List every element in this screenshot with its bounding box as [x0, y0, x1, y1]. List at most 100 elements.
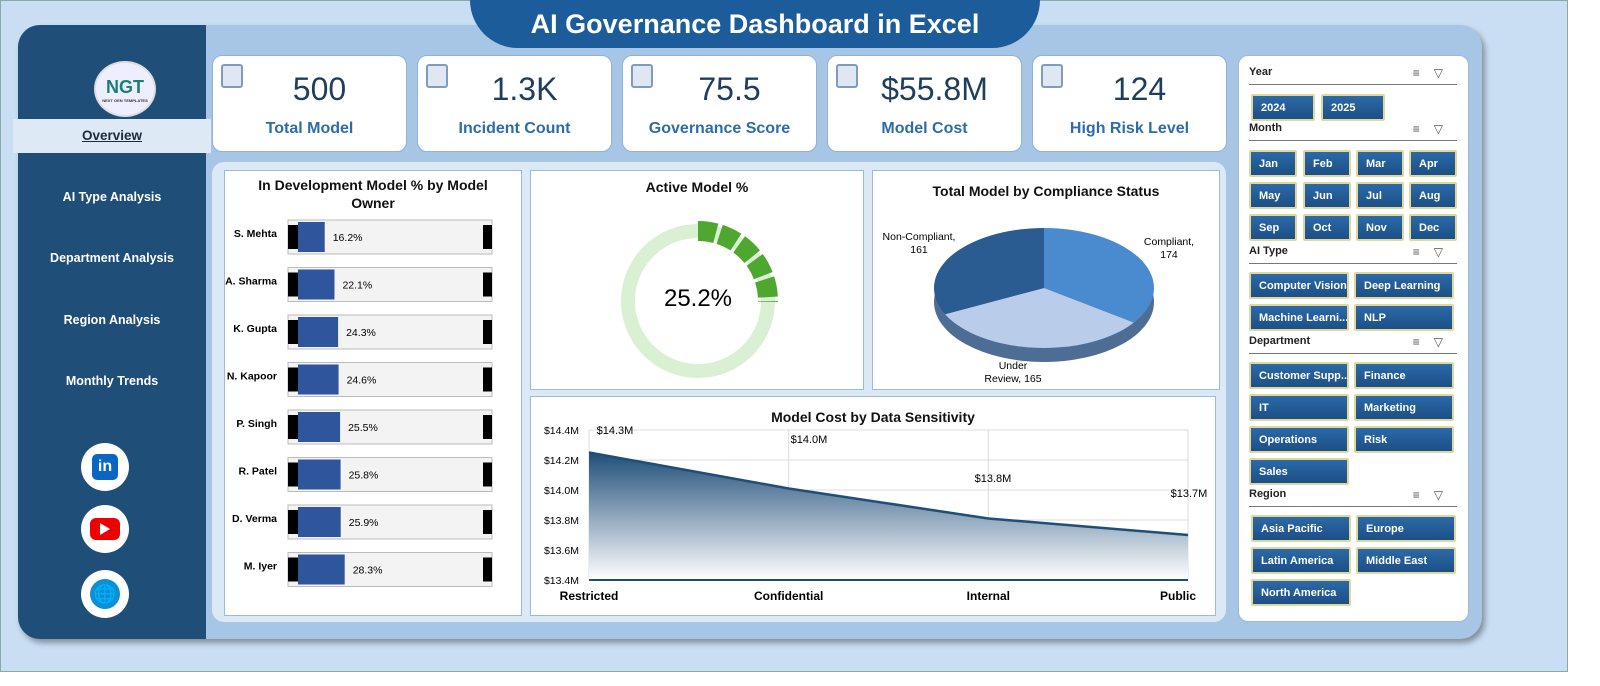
nav-monthly-trends[interactable]: Monthly Trends: [65, 374, 159, 388]
bar-track-cap: [483, 225, 492, 249]
bar-category-label: P. Singh: [236, 418, 277, 430]
kpi-label: Total Model: [265, 120, 354, 137]
incident-count-icon: [426, 64, 448, 88]
slicer-item[interactable]: Computer Vision: [1249, 272, 1349, 299]
owner-bar-chart: In Development Model % by Model Owner S.…: [224, 170, 522, 616]
slicer-item[interactable]: 2025: [1321, 94, 1385, 121]
bar: [298, 459, 341, 490]
pie-data-label: Under Review, 165: [984, 360, 1041, 385]
slicer-item[interactable]: Finance: [1354, 362, 1454, 389]
kpi-label: Governance Score: [648, 120, 791, 137]
slicer-item[interactable]: Europe: [1356, 515, 1456, 542]
linkedin-icon[interactable]: in: [81, 443, 129, 491]
slicer-item[interactable]: Jul: [1356, 182, 1404, 209]
donut-value-label: 25.2%: [663, 285, 733, 312]
nav-overview[interactable]: Overview: [13, 119, 211, 153]
bar: [298, 317, 339, 347]
nav-ai-type-analysis[interactable]: AI Type Analysis: [62, 190, 162, 204]
bar-track-cap: [288, 415, 298, 439]
y-tick-label: $14.0M: [544, 485, 579, 497]
slicer-item[interactable]: Operations: [1249, 426, 1349, 453]
kpi-card-model-cost: $55.8M Model Cost: [827, 55, 1022, 152]
nav-region-analysis[interactable]: Region Analysis: [63, 313, 161, 327]
logo: NGT NEXT GEN TEMPLATES: [94, 61, 156, 117]
kpi-card-high-risk-level: 124 High Risk Level: [1032, 55, 1227, 152]
kpi-label: High Risk Level: [1069, 120, 1190, 137]
slicer-panel: Year ≡▽ 2024 2025 Month ≡▽ Jan Feb Mar Apr May Jun J…: [1238, 55, 1469, 622]
pie-slice-compliant: [1044, 228, 1154, 323]
clear-filter-icon[interactable]: ▽: [1433, 122, 1457, 136]
clear-filter-icon[interactable]: ▽: [1433, 488, 1457, 502]
page-title: AI Governance Dashboard in Excel: [470, 0, 1040, 48]
youtube-icon[interactable]: [81, 505, 129, 553]
clear-filter-icon[interactable]: ▽: [1433, 66, 1457, 80]
bar-category-label: R. Patel: [238, 466, 277, 478]
clear-filter-icon[interactable]: ▽: [1433, 335, 1457, 349]
kpi-label: Model Cost: [881, 120, 968, 137]
slicer-title: Year: [1249, 66, 1273, 78]
chart-title: Active Model %: [645, 179, 749, 195]
slicer-item[interactable]: Mar: [1356, 150, 1404, 177]
slicer-item[interactable]: May: [1249, 182, 1297, 209]
bar-data-label: 24.6%: [347, 375, 377, 387]
bar-track-cap: [483, 320, 492, 344]
slicer-item[interactable]: Latin America: [1251, 547, 1351, 574]
slicer-item[interactable]: Deep Learning: [1354, 272, 1454, 299]
multi-select-icon[interactable]: ≡: [1412, 488, 1434, 502]
slicer-item[interactable]: Jan: [1249, 150, 1297, 177]
y-tick-label: $13.4M: [544, 575, 579, 587]
bar-track-cap: [483, 415, 492, 439]
bar-data-label: 25.9%: [349, 517, 379, 529]
clear-filter-icon[interactable]: ▽: [1433, 245, 1457, 259]
bar-track-cap: [288, 510, 298, 534]
slicer-item[interactable]: Risk: [1354, 426, 1454, 453]
x-tick-label: Internal: [967, 589, 1010, 603]
multi-select-icon[interactable]: ≡: [1412, 245, 1434, 259]
slicer-header-year: Year ≡▽: [1249, 66, 1457, 85]
bar-track-cap: [483, 510, 492, 534]
slicer-item[interactable]: Aug: [1409, 182, 1457, 209]
slicer-item[interactable]: Oct: [1303, 214, 1351, 241]
kpi-value: $55.8M: [881, 71, 988, 107]
bar-category-label: N. Kapoor: [227, 371, 277, 383]
slicer-item[interactable]: Asia Pacific: [1251, 515, 1351, 542]
bar-category-label: M. Iyer: [244, 561, 277, 573]
slicer-item[interactable]: Apr: [1409, 150, 1457, 177]
multi-select-icon[interactable]: ≡: [1412, 335, 1434, 349]
multi-select-icon[interactable]: ≡: [1412, 66, 1434, 80]
active-model-donut: Active Model % 25.2%: [530, 170, 864, 390]
multi-select-icon[interactable]: ≡: [1412, 122, 1434, 136]
slicer-item[interactable]: Machine Learni...: [1249, 304, 1349, 331]
slicer-item[interactable]: Marketing: [1354, 394, 1454, 421]
slicer-item[interactable]: Jun: [1303, 182, 1351, 209]
slicer-item[interactable]: NLP: [1354, 304, 1454, 331]
slicer-item[interactable]: Nov: [1356, 214, 1404, 241]
bar: [298, 507, 341, 537]
slicer-title: AI Type: [1249, 245, 1288, 257]
kpi-card-governance-score: 75.5 Governance Score: [622, 55, 817, 152]
slicer-item[interactable]: Feb: [1303, 150, 1351, 177]
bar-track-cap: [288, 462, 298, 487]
slicer-item[interactable]: Customer Supp...: [1249, 362, 1349, 389]
nav-department-analysis[interactable]: Department Analysis: [50, 251, 174, 265]
slicer-item[interactable]: 2024: [1251, 94, 1315, 121]
slicer-item[interactable]: IT: [1249, 394, 1349, 421]
kpi-value: 1.3K: [491, 71, 558, 107]
compliance-pie-chart: Total Model by Compliance Status Complia…: [872, 170, 1220, 390]
kpi-card-incident-count: 1.3K Incident Count: [417, 55, 612, 152]
slicer-item[interactable]: North America: [1251, 579, 1351, 606]
area-line: [588, 451, 1189, 537]
bar: [298, 269, 335, 300]
slicer-item[interactable]: Middle East: [1356, 547, 1456, 574]
kpi-card-total-model: 500 Total Model: [212, 55, 407, 152]
slicer-header-month: Month ≡▽: [1249, 122, 1457, 141]
bar: [298, 222, 325, 252]
bar: [298, 554, 345, 585]
slicer-item[interactable]: Sales: [1249, 458, 1349, 485]
slicer-item[interactable]: Dec: [1409, 214, 1457, 241]
globe-icon[interactable]: 🌐: [81, 570, 129, 618]
kpi-value: 75.5: [698, 71, 761, 107]
slicer-item[interactable]: Sep: [1249, 214, 1297, 241]
y-tick-label: $14.2M: [544, 455, 579, 467]
bar: [298, 412, 341, 442]
